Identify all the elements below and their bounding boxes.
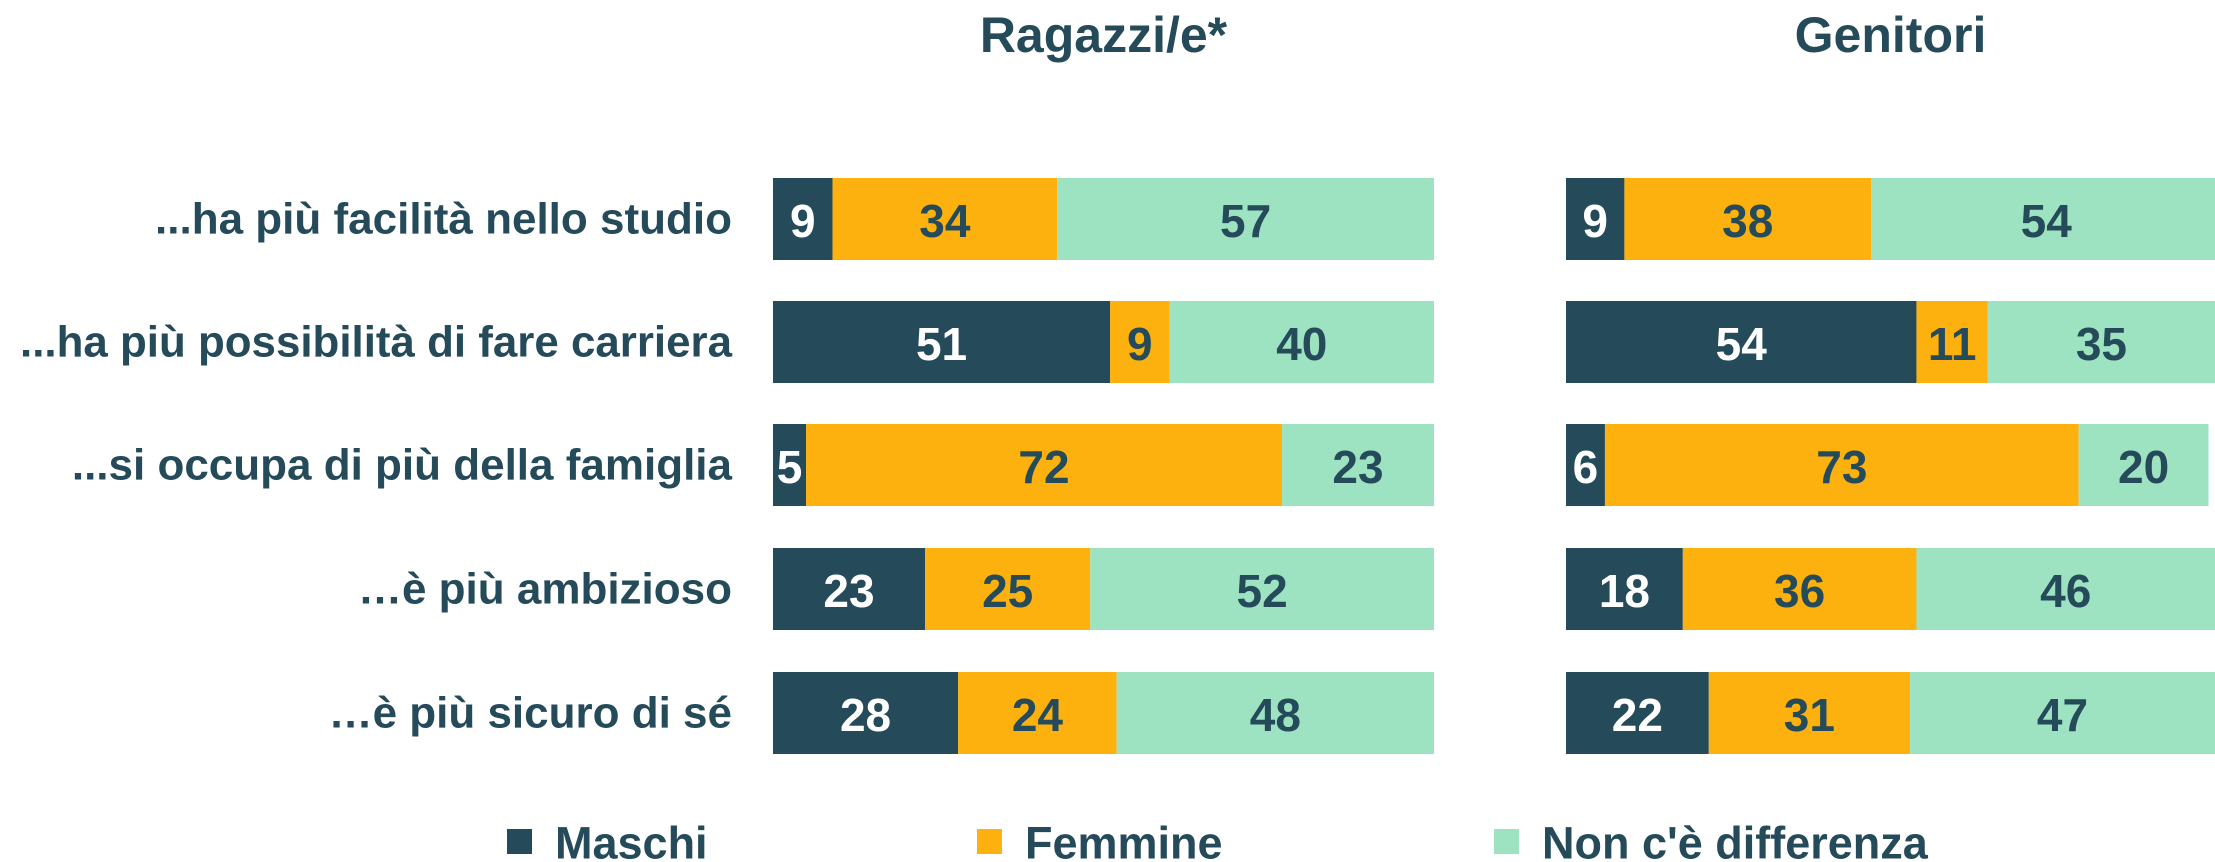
- bar-segment: [1916, 548, 2215, 630]
- legend-swatch: [1494, 829, 1519, 854]
- bar-segment: [1566, 424, 1605, 506]
- value-label: 9: [1582, 195, 1608, 247]
- value-label: 52: [1237, 565, 1288, 617]
- value-label: 72: [1018, 441, 1069, 493]
- value-label: 24: [1012, 689, 1064, 741]
- value-label: 9: [1127, 318, 1153, 370]
- legend-label: Maschi: [555, 818, 708, 862]
- legend-swatch: [977, 829, 1002, 854]
- value-label: 47: [2037, 689, 2088, 741]
- value-label: 11: [1928, 318, 1977, 370]
- bar-segment: [773, 301, 1111, 383]
- value-label: 31: [1784, 689, 1835, 741]
- bar-segment: [1169, 301, 1434, 383]
- value-label: 46: [2040, 565, 2091, 617]
- category-label: …è più sicuro di sé: [329, 689, 732, 738]
- value-label: 54: [1716, 318, 1768, 370]
- value-label: 18: [1599, 565, 1650, 617]
- bar-segment: [773, 178, 833, 260]
- legend-label: Femmine: [1025, 818, 1223, 862]
- value-label: 22: [1612, 689, 1663, 741]
- category-label: ...ha più facilità nello studio: [155, 195, 732, 244]
- bar-segment: [1566, 548, 1683, 630]
- bar-segment: [1566, 301, 1917, 383]
- bar-segment: [1566, 178, 1625, 260]
- category-label: ...si occupa di più della famiglia: [72, 441, 733, 490]
- bar-segment: [1116, 672, 1434, 754]
- value-label: 23: [823, 565, 874, 617]
- value-label: 40: [1276, 318, 1327, 370]
- value-label: 5: [777, 441, 803, 493]
- bar-segment: [2078, 424, 2209, 506]
- bar-segment: [1987, 301, 2215, 383]
- value-label: 38: [1722, 195, 1773, 247]
- legend-label: Non c'è differenza: [1542, 818, 1929, 862]
- value-label: 20: [2118, 441, 2169, 493]
- panel-title: Genitori: [1795, 7, 1987, 63]
- bar-segment: [1110, 301, 1170, 383]
- value-label: 28: [840, 689, 891, 741]
- bar-segment: [832, 178, 1058, 260]
- bar-segment: [1604, 424, 2079, 506]
- bar-segment: [1871, 178, 2215, 260]
- bar-segment: [1057, 178, 1434, 260]
- category-label: …è più ambizioso: [358, 565, 732, 614]
- bar-segment: [1090, 548, 1434, 630]
- bar-segment: [1708, 672, 1910, 754]
- value-label: 73: [1816, 441, 1867, 493]
- value-label: 34: [919, 195, 971, 247]
- value-label: 25: [982, 565, 1033, 617]
- bar-segment: [773, 672, 959, 754]
- value-label: 48: [1250, 689, 1301, 741]
- bar-segment: [773, 424, 807, 506]
- bar-segment: [1909, 672, 2215, 754]
- bar-segment: [1566, 672, 1709, 754]
- category-label: ...ha più possibilità di fare carriera: [20, 318, 733, 367]
- bar-segment: [773, 548, 926, 630]
- legend-swatch: [507, 829, 532, 854]
- bar-segment: [1624, 178, 1872, 260]
- bar-segment: [1682, 548, 1917, 630]
- panel-title: Ragazzi/e*: [980, 7, 1228, 63]
- value-label: 35: [2076, 318, 2127, 370]
- value-label: 51: [916, 318, 967, 370]
- value-label: 23: [1332, 441, 1383, 493]
- value-label: 57: [1220, 195, 1271, 247]
- bar-segment: [1916, 301, 1988, 383]
- value-label: 9: [790, 195, 816, 247]
- bar-segment: [925, 548, 1091, 630]
- bar-segment: [958, 672, 1117, 754]
- value-label: 6: [1573, 441, 1599, 493]
- value-label: 54: [2021, 195, 2073, 247]
- value-label: 36: [1774, 565, 1825, 617]
- bar-segment: [1281, 424, 1434, 506]
- bar-segment: [806, 424, 1282, 506]
